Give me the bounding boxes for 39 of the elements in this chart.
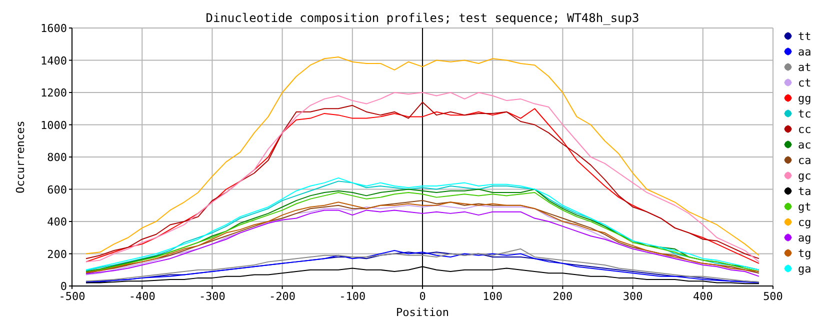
y-tick-label: 200 xyxy=(47,248,67,261)
legend-label: at xyxy=(798,61,812,74)
legend-label: tg xyxy=(798,247,812,260)
x-tick-label: -100 xyxy=(339,290,366,303)
y-tick-label: 400 xyxy=(47,216,67,228)
x-tick-label: -500 xyxy=(58,290,86,303)
x-tick-label: -300 xyxy=(198,290,226,303)
legend-label: ca xyxy=(798,154,812,167)
chart-title: Dinucleotide composition profiles; test sequence; WT48h_sup3 xyxy=(206,11,640,25)
x-tick-label: 0 xyxy=(419,290,426,303)
x-tick-label: -200 xyxy=(269,290,296,303)
legend-label: ag xyxy=(798,232,812,244)
legend-label: gc xyxy=(798,170,812,182)
legend-label: ga xyxy=(798,262,812,276)
y-tick-label: 1000 xyxy=(40,118,67,132)
y-tick-label: 1600 xyxy=(40,22,67,35)
legend-label: ac xyxy=(798,138,812,152)
legend-label: cc xyxy=(798,123,812,136)
x-tick-label: 100 xyxy=(482,290,503,303)
legend-label: tc xyxy=(798,108,812,120)
y-axis-title: Occurrences xyxy=(14,120,27,194)
legend-label: ta xyxy=(798,185,812,198)
legend-label: ct xyxy=(798,76,812,90)
y-tick-label: 1400 xyxy=(40,54,67,68)
x-tick-label: 300 xyxy=(622,290,643,303)
y-tick-label: 0 xyxy=(60,280,67,293)
y-tick-label: 800 xyxy=(47,151,67,164)
x-tick-label: 500 xyxy=(763,290,783,303)
legend-label: tt xyxy=(798,30,812,43)
x-tick-label: -400 xyxy=(128,290,156,303)
legend-label: gg xyxy=(798,92,812,105)
x-tick-label: 200 xyxy=(552,290,573,303)
y-tick-label: 600 xyxy=(47,183,67,196)
x-axis-title: Position xyxy=(396,306,449,319)
y-tick-label: 1200 xyxy=(40,86,67,100)
x-tick-label: 400 xyxy=(692,290,713,303)
legend-label: gt xyxy=(798,200,812,214)
legend-label: aa xyxy=(798,46,812,58)
legend-label: cg xyxy=(798,216,812,229)
